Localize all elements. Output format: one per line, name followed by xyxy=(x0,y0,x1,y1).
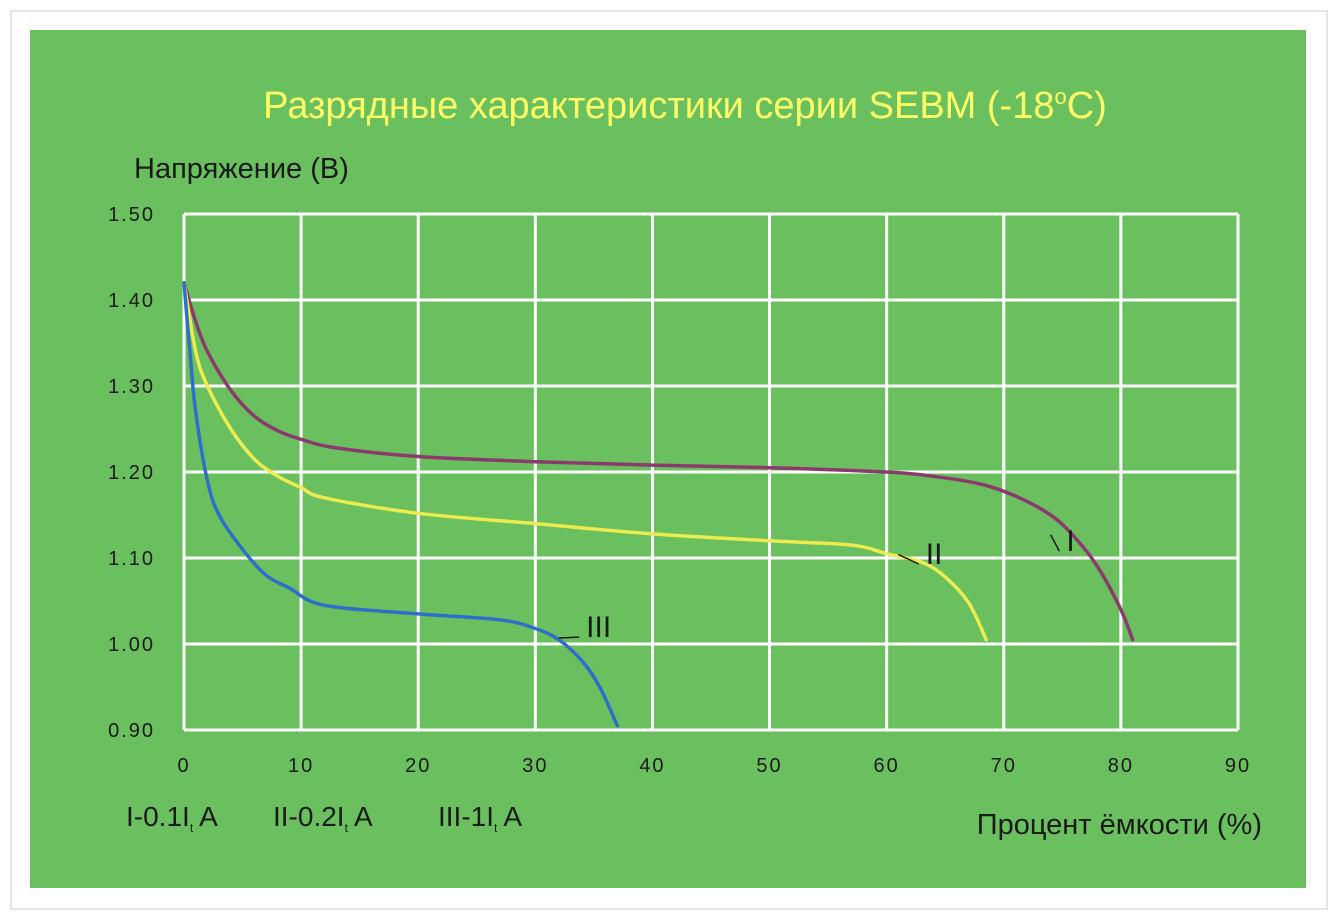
legend-item: II-0.2It A xyxy=(273,801,373,835)
series-label: I xyxy=(1066,525,1074,558)
series-line xyxy=(182,281,620,728)
series-I: I xyxy=(182,281,1135,642)
legend-item-lead: III-1I xyxy=(438,801,494,832)
y-tick-label: 1.40 xyxy=(108,290,155,312)
legend-item-tail: A xyxy=(503,801,522,832)
legend-item: III-1It A xyxy=(438,801,522,835)
x-tick-label: 0 xyxy=(177,755,190,777)
grid xyxy=(182,212,1240,732)
x-tick-label: 20 xyxy=(405,755,431,777)
series-label: II xyxy=(926,538,943,571)
x-tick-label: 10 xyxy=(288,755,314,777)
outer-frame xyxy=(10,10,1328,910)
legend-item-tail: A xyxy=(354,801,373,832)
x-tick-label: 80 xyxy=(1108,755,1134,777)
chart-title-sup: o xyxy=(1054,84,1066,109)
chart-title: Разрядные характеристики серии SEBM (-18… xyxy=(263,84,1107,127)
y-tick-label: 1.10 xyxy=(108,548,155,570)
y-tick-label: 1.30 xyxy=(108,376,155,398)
legend-item-sub: t xyxy=(345,821,349,835)
y-axis-label: Напряжение (В) xyxy=(134,153,349,185)
x-tick-label: 60 xyxy=(874,755,900,777)
chart-title-main: Разрядные характеристики серии SEBM (-18 xyxy=(263,85,1054,127)
chart-title-end: C) xyxy=(1067,85,1107,127)
series-label-leader xyxy=(898,553,920,565)
series-line xyxy=(182,281,1135,642)
x-tick-label: 30 xyxy=(522,755,548,777)
legend-item-lead: II-0.2I xyxy=(273,801,345,832)
y-tick-label: 0.90 xyxy=(108,720,155,742)
y-axis-ticks: 1.50 1.40 1.30 1.20 1.10 1.00 0.90 xyxy=(108,204,155,742)
legend-item-tail: A xyxy=(199,801,218,832)
series-label-leader xyxy=(558,636,580,639)
y-tick-label: 1.20 xyxy=(108,462,155,484)
x-tick-label: 50 xyxy=(756,755,782,777)
x-axis-ticks: 0 10 20 30 40 50 60 70 80 90 xyxy=(177,755,1251,777)
legend: I-0.1It A II-0.2It A III-1It A xyxy=(126,801,522,835)
series-III: III xyxy=(182,281,620,728)
series-label: III xyxy=(586,611,611,644)
x-axis-label: Процент ёмкости (%) xyxy=(977,809,1262,841)
y-tick-label: 1.00 xyxy=(108,634,155,656)
series-label-leader xyxy=(1049,534,1060,552)
x-tick-label: 90 xyxy=(1225,755,1251,777)
x-tick-label: 70 xyxy=(991,755,1017,777)
legend-item-lead: I-0.1I xyxy=(126,801,190,832)
series-II: II xyxy=(182,281,988,642)
x-tick-label: 40 xyxy=(639,755,665,777)
legend-item-sub: t xyxy=(494,821,498,835)
legend-item-sub: t xyxy=(190,821,194,835)
series-line xyxy=(182,281,988,642)
chart-panel xyxy=(30,30,1306,888)
y-tick-label: 1.50 xyxy=(108,204,155,226)
legend-item: I-0.1It A xyxy=(126,801,218,835)
